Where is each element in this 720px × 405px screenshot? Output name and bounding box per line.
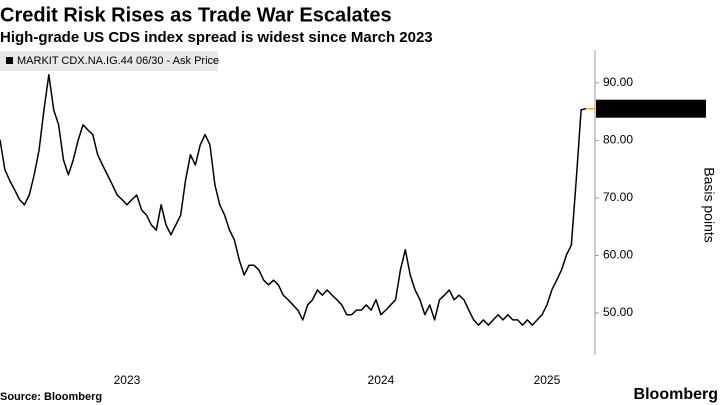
x-tick-label: 2024 — [368, 373, 395, 387]
y-tick-label: 60.00 — [603, 248, 633, 262]
chart-title: Credit Risk Rises as Trade War Escalates — [0, 4, 392, 26]
brand: Bloomberg — [634, 386, 718, 403]
last-value-label: 85.50 IBOXUMAE — [600, 101, 697, 115]
x-tick-label: 2025 — [534, 373, 561, 387]
y-axis-label: Basis points — [701, 167, 717, 242]
y-tick-label: 90.00 — [603, 75, 633, 89]
legend-swatch — [6, 57, 13, 64]
source: Source: Bloomberg — [0, 391, 102, 403]
legend-label: MARKIT CDX.NA.IG.44 06/30 - Ask Price — [17, 55, 219, 67]
last-value-box — [596, 99, 706, 118]
x-tick-label: 2023 — [114, 373, 141, 387]
y-tick-label: 70.00 — [603, 190, 633, 204]
series-line — [0, 74, 587, 326]
y-tick-label: 80.00 — [603, 133, 633, 147]
legend-box — [0, 51, 218, 71]
y-tick-label: 50.00 — [603, 305, 633, 319]
chart-subtitle: High-grade US CDS index spread is widest… — [0, 29, 433, 46]
